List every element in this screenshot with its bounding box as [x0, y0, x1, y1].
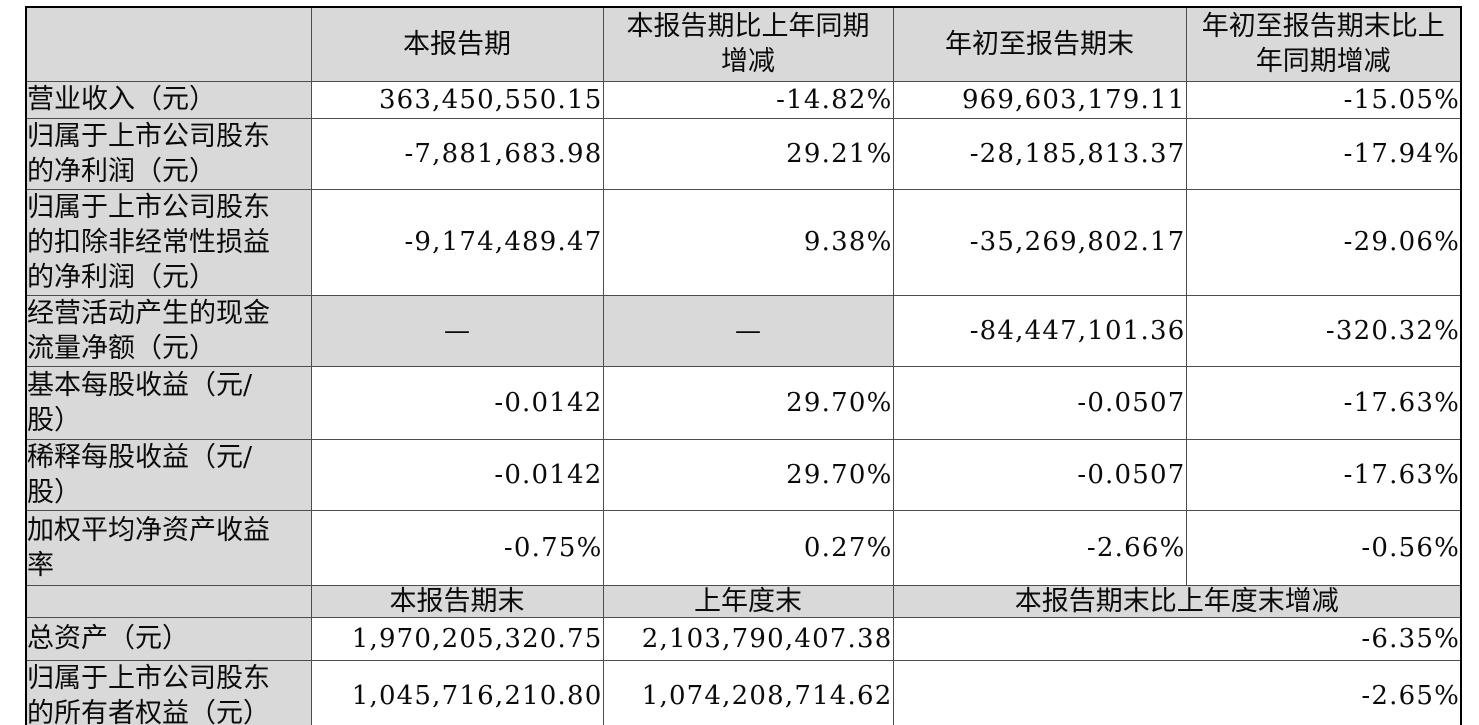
value-current-change: 29.70% — [602, 365, 894, 440]
value-ytd-change: -17.63% — [1185, 438, 1462, 511]
value-ytd: -0.0507 — [892, 438, 1187, 511]
value-current-period-na: — — [310, 294, 604, 367]
header-current-period-change: 本报告期比上年同期 增减 — [602, 6, 894, 82]
row-label: 归属于上市公司股东 的净利润（元） — [25, 117, 312, 190]
value-current-change: 0.27% — [602, 509, 894, 586]
financial-summary-table: 本报告期 本报告期比上年同期 增减 年初至报告期末 年初至报告期末比上 年同期增… — [25, 6, 1462, 725]
value-ytd-change: -320.32% — [1185, 294, 1462, 367]
value-change-vs-prev-year-end: -6.35% — [892, 616, 1462, 661]
header-current-period: 本报告期 — [310, 6, 604, 82]
value-current-period: -0.75% — [310, 509, 604, 586]
row-label: 经营活动产生的现金 流量净额（元） — [25, 294, 312, 367]
value-ytd: -0.0507 — [892, 365, 1187, 440]
value-ytd: -28,185,813.37 — [892, 117, 1187, 190]
value-ytd-change: -17.63% — [1185, 365, 1462, 440]
subheader-prev-year-end: 上年度末 — [602, 584, 894, 618]
value-current-period: -0.0142 — [310, 365, 604, 440]
value-ytd-change: -0.56% — [1185, 509, 1462, 586]
subheader-period-end: 本报告期末 — [310, 584, 604, 618]
row-label: 基本每股收益（元/ 股） — [25, 365, 312, 440]
value-change-vs-prev-year-end: -2.65% — [892, 659, 1462, 725]
value-ytd-change: -17.94% — [1185, 117, 1462, 190]
table-row: 归属于上市公司股东 的净利润（元） -7,881,683.98 29.21% -… — [25, 117, 1462, 190]
value-current-period: -0.0142 — [310, 438, 604, 511]
row-label: 稀释每股收益（元/ 股） — [25, 438, 312, 511]
value-ytd-change: -15.05% — [1185, 80, 1462, 119]
table-row: 归属于上市公司股东 的扣除非经常性损益 的净利润（元） -9,174,489.4… — [25, 188, 1462, 296]
subheader-change-vs-prev-year-end: 本报告期末比上年度末增减 — [892, 584, 1462, 618]
value-ytd: -2.66% — [892, 509, 1187, 586]
value-ytd: -84,447,101.36 — [892, 294, 1187, 367]
value-current-period: 363,450,550.15 — [310, 80, 604, 119]
value-ytd: 969,603,179.11 — [892, 80, 1187, 119]
table-row: 归属于上市公司股东 的所有者权益（元） 1,045,716,210.80 1,0… — [25, 659, 1462, 725]
table-subheader-row: 本报告期末 上年度末 本报告期末比上年度末增减 — [25, 584, 1462, 618]
table-row: 加权平均净资产收益 率 -0.75% 0.27% -2.66% -0.56% — [25, 509, 1462, 586]
value-current-period: -9,174,489.47 — [310, 188, 604, 296]
row-label: 归属于上市公司股东 的扣除非经常性损益 的净利润（元） — [25, 188, 312, 296]
value-current-change: 9.38% — [602, 188, 894, 296]
table-row: 营业收入（元） 363,450,550.15 -14.82% 969,603,1… — [25, 80, 1462, 119]
value-period-end: 1,970,205,320.75 — [310, 616, 604, 661]
table-row: 稀释每股收益（元/ 股） -0.0142 29.70% -0.0507 -17.… — [25, 438, 1462, 511]
value-prev-year-end: 2,103,790,407.38 — [602, 616, 894, 661]
header-corner — [25, 6, 312, 82]
table-row: 基本每股收益（元/ 股） -0.0142 29.70% -0.0507 -17.… — [25, 365, 1462, 440]
table-row: 总资产（元） 1,970,205,320.75 2,103,790,407.38… — [25, 616, 1462, 661]
value-current-change: -14.82% — [602, 80, 894, 119]
header-ytd: 年初至报告期末 — [892, 6, 1187, 82]
row-label: 加权平均净资产收益 率 — [25, 509, 312, 586]
row-label: 营业收入（元） — [25, 80, 312, 119]
value-period-end: 1,045,716,210.80 — [310, 659, 604, 725]
table-header-row: 本报告期 本报告期比上年同期 增减 年初至报告期末 年初至报告期末比上 年同期增… — [25, 6, 1462, 82]
value-current-period: -7,881,683.98 — [310, 117, 604, 190]
row-label: 总资产（元） — [25, 616, 312, 661]
value-ytd-change: -29.06% — [1185, 188, 1462, 296]
table-row: 经营活动产生的现金 流量净额（元） — — -84,447,101.36 -32… — [25, 294, 1462, 367]
value-ytd: -35,269,802.17 — [892, 188, 1187, 296]
value-prev-year-end: 1,074,208,714.62 — [602, 659, 894, 725]
row-label: 归属于上市公司股东 的所有者权益（元） — [25, 659, 312, 725]
subheader-corner — [25, 584, 312, 618]
value-current-change-na: — — [602, 294, 894, 367]
header-ytd-change: 年初至报告期末比上 年同期增减 — [1185, 6, 1462, 82]
value-current-change: 29.21% — [602, 117, 894, 190]
value-current-change: 29.70% — [602, 438, 894, 511]
